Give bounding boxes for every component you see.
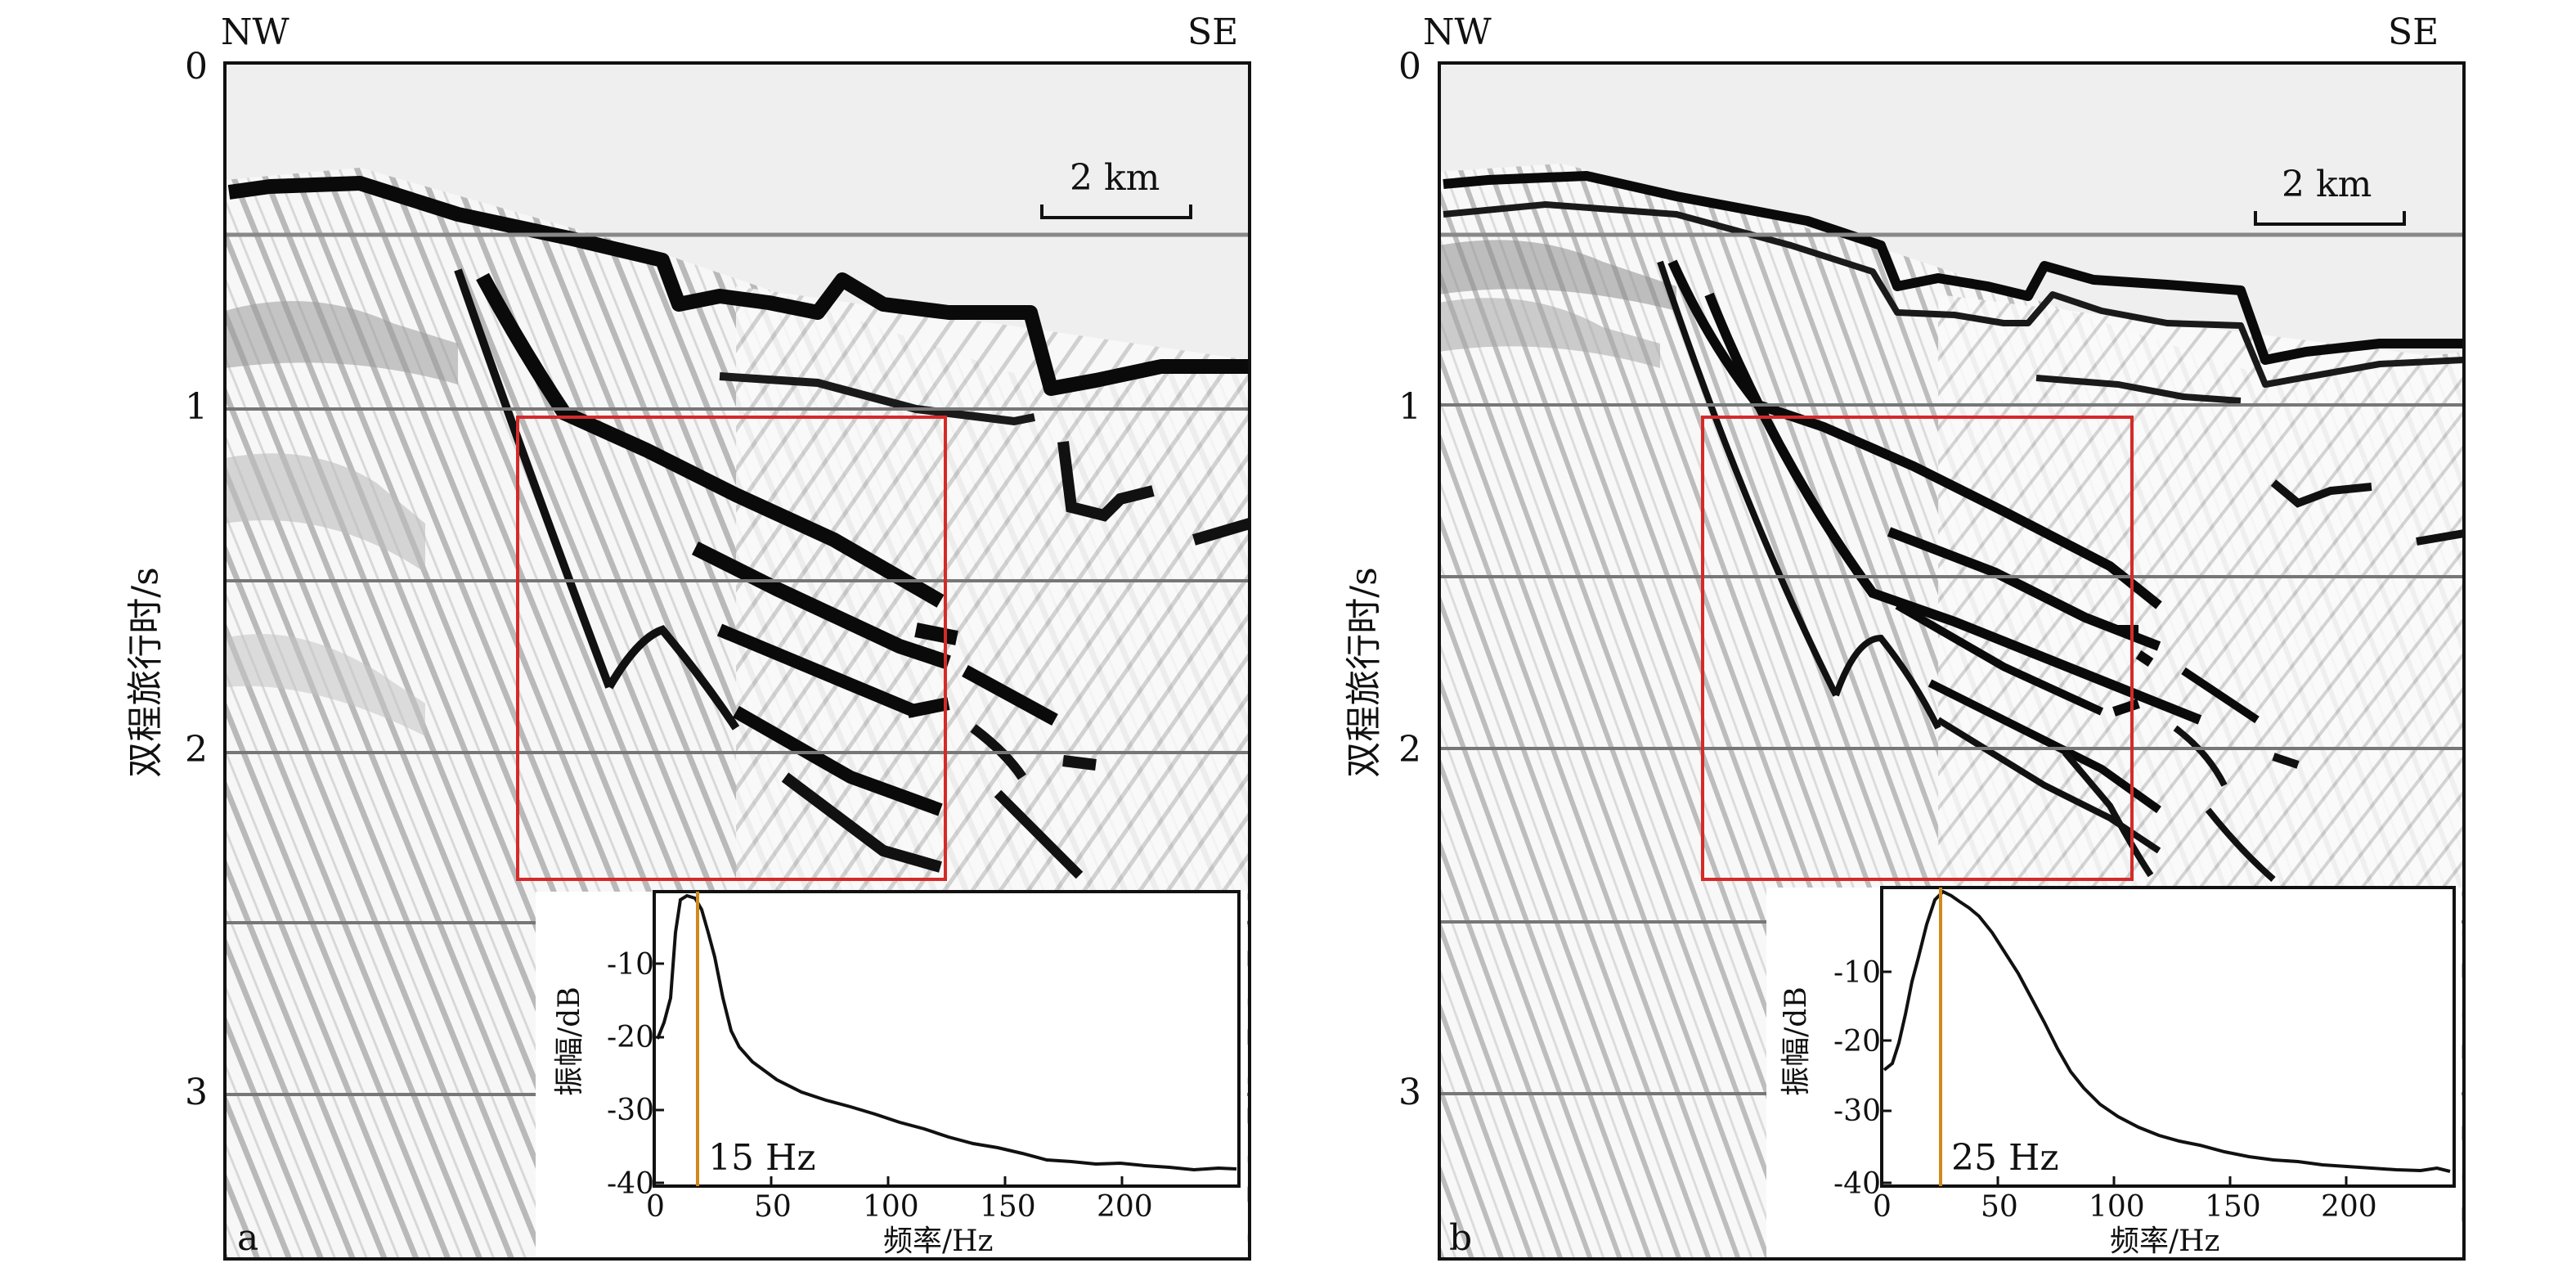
inset-x-tick-50-a: 50 — [754, 1190, 792, 1224]
spectrum-curve-b — [1883, 889, 2451, 1173]
inset-y-tick-40-b: -40 — [1833, 1167, 1881, 1201]
inset-y-tick-20-a: -20 — [607, 1021, 654, 1054]
inset-x-tick-100-a: 100 — [863, 1190, 919, 1224]
spectrum-inset-b — [1766, 886, 2462, 1257]
y-tick-1-a: 1 — [185, 386, 208, 428]
highlight-box-a — [516, 416, 947, 881]
peak-label-b: 25 Hz — [1951, 1137, 2059, 1179]
inset-y-tick-40-a: -40 — [607, 1167, 654, 1201]
seismic-frame-b — [1438, 61, 2466, 1261]
inset-y-tick-30-b: -30 — [1833, 1094, 1881, 1128]
inset-x-tick-200-a: 200 — [1097, 1190, 1153, 1224]
inset-y-tick-10-a: -10 — [607, 948, 654, 982]
direction-left-label-a: NW — [221, 11, 289, 53]
seismic-frame-a — [223, 61, 1251, 1261]
direction-left-label-b: NW — [1423, 11, 1492, 53]
corner-label-b: b — [1449, 1217, 1473, 1259]
inset-y-label-b: 振幅/dB — [1779, 987, 1813, 1096]
y-tick-0-b: 0 — [1398, 46, 1421, 88]
y-axis-label-b: 双程旅行时/s — [1343, 567, 1385, 778]
y-tick-0-a: 0 — [185, 46, 208, 88]
direction-right-label-b: SE — [2388, 11, 2439, 53]
scale-bar-b — [2254, 211, 2406, 226]
inset-y-tick-10-b: -10 — [1833, 956, 1881, 990]
inset-y-label-a: 振幅/dB — [552, 987, 586, 1096]
y-tick-3-a: 3 — [185, 1072, 208, 1113]
scale-bar-label-a: 2 km — [1070, 157, 1160, 199]
spectrum-curve-a — [656, 893, 1237, 1172]
inset-x-tick-0-a: 0 — [646, 1190, 665, 1224]
inset-x-tick-150-b: 150 — [2205, 1190, 2261, 1224]
scale-bar-a — [1040, 205, 1192, 219]
inset-x-tick-0-b: 0 — [1873, 1190, 1892, 1224]
inset-y-tick-20-b: -20 — [1833, 1025, 1881, 1059]
y-tick-1-b: 1 — [1398, 386, 1421, 428]
inset-x-tick-50-b: 50 — [1981, 1190, 2018, 1224]
inset-x-label-a: 频率/Hz — [883, 1225, 994, 1258]
seismic-panel-a: NW SE 0 1 2 3 双程旅行时/s 2 km a 15 Hz -10 -… — [124, 11, 1251, 1261]
y-tick-2-a: 2 — [185, 729, 208, 771]
peak-label-a: 15 Hz — [708, 1137, 816, 1179]
seismic-section-a — [223, 61, 1251, 1261]
inset-x-label-b: 频率/Hz — [2110, 1225, 2220, 1258]
highlight-box-b — [1701, 416, 2134, 881]
y-tick-3-b: 3 — [1398, 1072, 1421, 1113]
y-tick-2-b: 2 — [1398, 729, 1421, 771]
inset-x-tick-200-b: 200 — [2321, 1190, 2377, 1224]
inset-x-tick-150-a: 150 — [980, 1190, 1036, 1224]
inset-x-tick-100-b: 100 — [2089, 1190, 2145, 1224]
seismic-section-b — [1438, 61, 2466, 1261]
corner-label-a: a — [237, 1217, 259, 1259]
direction-right-label-a: SE — [1187, 11, 1239, 53]
inset-y-tick-30-a: -30 — [607, 1094, 654, 1127]
seismic-panel-b: NW SE 0 1 2 3 双程旅行时/s 2 km b 25 Hz -10 -… — [1218, 0, 2506, 1272]
y-axis-label-a: 双程旅行时/s — [124, 567, 167, 778]
scale-bar-label-b: 2 km — [2282, 164, 2372, 205]
spectrum-inset-a — [536, 890, 1247, 1257]
